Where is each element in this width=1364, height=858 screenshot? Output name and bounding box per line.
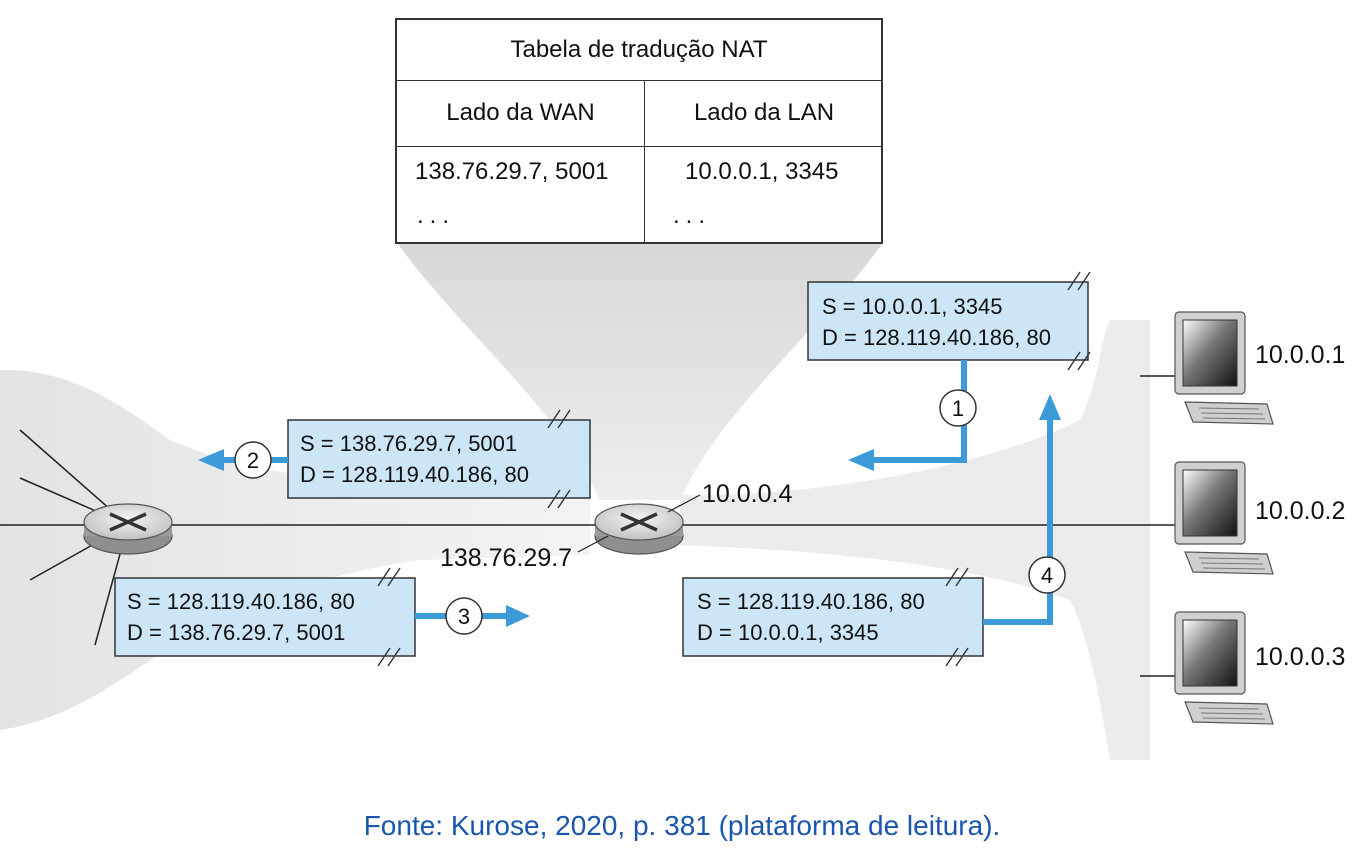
lan-column-header: Lado da LAN (645, 80, 883, 147)
table-cell: 10.0.0.1, 3345 (685, 158, 839, 185)
packet-1: S = 10.0.0.1, 3345 D = 128.119.40.186, 8… (807, 271, 1091, 371)
table-cell: ... (673, 202, 712, 229)
router-wan-ip: 138.76.29.7 (440, 544, 572, 572)
host-3-ip: 10.0.0.3 (1255, 643, 1345, 671)
internet-router (83, 503, 173, 555)
zoom-cone (398, 244, 882, 500)
step-2-label: 2 (247, 448, 259, 473)
host-computer-1 (1174, 311, 1274, 425)
packet-3-source: S = 128.119.40.186, 80 (127, 589, 355, 614)
step-1-label: 1 (952, 396, 964, 421)
figure-caption: Fonte: Kurose, 2020, p. 381 (plataforma … (363, 810, 1001, 841)
table-cell: 138.76.29.7, 5001 (415, 158, 609, 185)
lan-ip-leader (667, 494, 701, 513)
step-3-label: 3 (458, 604, 470, 629)
arrow-4: 4 (983, 394, 1066, 625)
table-cell: ... (417, 202, 456, 229)
host-computer-2 (1174, 461, 1274, 575)
step-4-label: 4 (1041, 563, 1053, 588)
packet-2-source: S = 138.76.29.7, 5001 (300, 431, 517, 456)
host-computer-3 (1174, 611, 1274, 725)
router-lan-ip: 10.0.0.4 (702, 480, 792, 508)
packet-4-source: S = 128.119.40.186, 80 (697, 589, 925, 614)
packet-2: S = 138.76.29.7, 5001 D = 128.119.40.186… (287, 409, 591, 509)
wan-column-header: Lado da WAN (397, 80, 644, 147)
nat-router (594, 503, 684, 555)
packet-1-destination: D = 128.119.40.186, 80 (822, 325, 1051, 350)
host-2-ip: 10.0.0.2 (1255, 497, 1345, 525)
wan-column: Lado da WAN 138.76.29.7, 5001 ... (397, 80, 645, 244)
packet-3-destination: D = 138.76.29.7, 5001 (127, 620, 345, 645)
packet-4-destination: D = 10.0.0.1, 3345 (697, 620, 879, 645)
arrow-3: 3 (415, 597, 530, 635)
host-taps (1100, 375, 1180, 677)
nat-translation-table: Tabela de tradução NAT Lado da WAN 138.7… (395, 18, 883, 244)
packet-2-destination: D = 128.119.40.186, 80 (300, 462, 529, 487)
arrow-1: 1 (848, 360, 977, 471)
packet-3: S = 128.119.40.186, 80 D = 138.76.29.7, … (114, 567, 416, 667)
arrow-2: 2 (198, 441, 288, 479)
host-1-ip: 10.0.0.1 (1255, 341, 1345, 369)
nat-table-title: Tabela de tradução NAT (397, 20, 881, 81)
wan-ip-leader (577, 535, 609, 553)
packet-1-source: S = 10.0.0.1, 3345 (822, 294, 1002, 319)
lan-column: Lado da LAN 10.0.0.1, 3345 ... (645, 80, 883, 244)
packet-4: S = 128.119.40.186, 80 D = 10.0.0.1, 334… (682, 567, 984, 667)
lan-band (680, 320, 1150, 760)
